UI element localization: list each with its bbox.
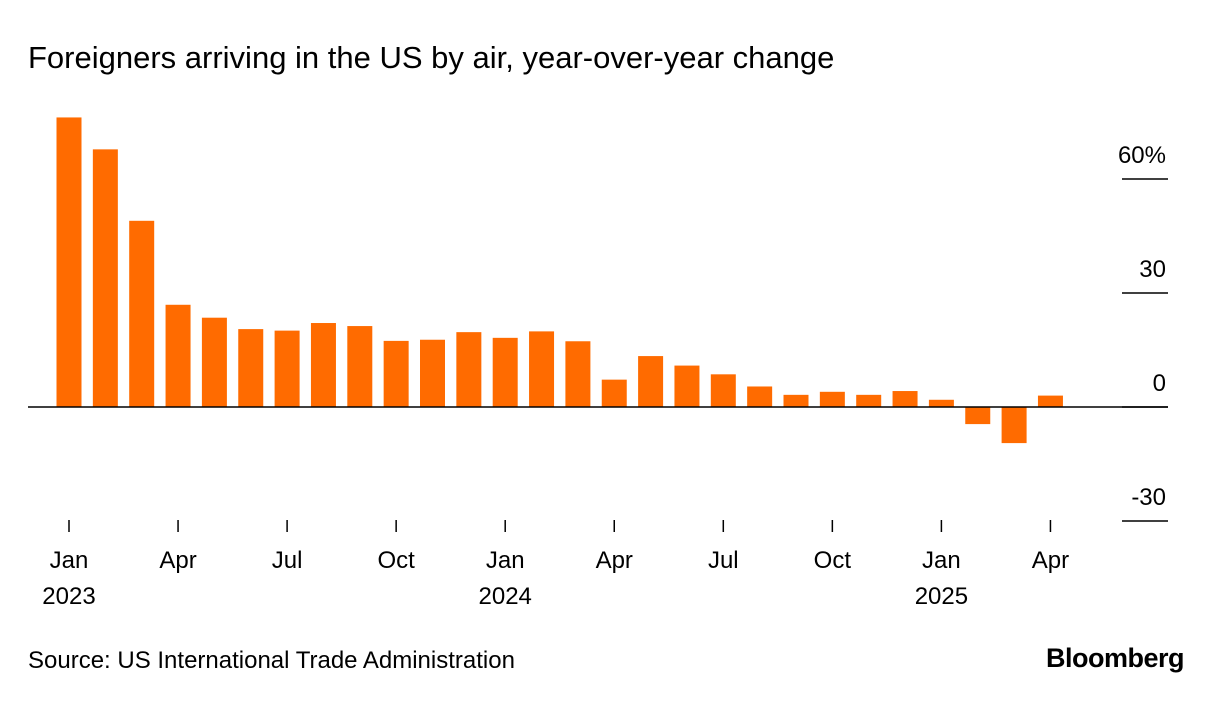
bar — [819, 391, 845, 407]
bar — [601, 379, 627, 407]
y-tick-label: 30 — [1139, 256, 1166, 283]
y-tick-label: 60% — [1118, 142, 1166, 169]
bar — [420, 339, 445, 407]
x-tick-label: Jan — [922, 547, 961, 574]
bar — [92, 149, 118, 408]
x-tick-year-label: 2025 — [915, 583, 968, 610]
x-tick-label: Apr — [1032, 547, 1069, 574]
bar — [1037, 395, 1063, 407]
y-tick-label: 0 — [1153, 370, 1166, 397]
source-note: Source: US International Trade Administr… — [28, 647, 515, 674]
bar — [56, 117, 82, 407]
bloomberg-logo: Bloomberg — [1045, 643, 1185, 673]
y-axis: 60% 30 0 -30 — [1118, 142, 1168, 522]
bar — [783, 394, 809, 407]
x-tick-label: Oct — [377, 547, 415, 574]
bar — [347, 326, 373, 407]
bar — [892, 391, 918, 407]
bar — [456, 332, 482, 407]
x-tick-label: Jul — [708, 547, 739, 574]
bar — [674, 365, 700, 407]
bar — [638, 356, 664, 407]
bar — [710, 374, 736, 407]
bar — [747, 386, 773, 407]
bar — [529, 331, 555, 407]
bar — [310, 323, 336, 407]
bars-layer — [28, 117, 1168, 444]
x-tick-label: Jul — [272, 547, 303, 574]
x-tick-year-label: 2024 — [479, 583, 532, 610]
bar — [274, 330, 300, 407]
bar — [492, 337, 518, 407]
y-tick-label: -30 — [1131, 484, 1166, 511]
x-tick-label: Jan — [50, 547, 89, 574]
bar — [129, 220, 155, 407]
chart-title: Foreigners arriving in the US by air, ye… — [28, 40, 835, 75]
bar — [928, 399, 954, 407]
bar — [965, 407, 991, 425]
bar — [165, 304, 191, 407]
bar — [856, 394, 882, 407]
bar — [201, 317, 227, 407]
x-tick-label: Apr — [596, 547, 633, 574]
x-tick-year-label: 2023 — [42, 583, 95, 610]
bar — [565, 341, 591, 407]
x-tick-label: Apr — [159, 547, 196, 574]
x-axis: Jan 2023 Apr Jul Oct Jan 2024 Apr Jul Oct Jan 2025 A… — [42, 520, 1069, 610]
x-tick-label: Oct — [814, 547, 852, 574]
bar — [383, 340, 409, 407]
bar — [238, 329, 264, 407]
x-tick-label: Jan — [486, 547, 525, 574]
bar — [1001, 407, 1027, 444]
